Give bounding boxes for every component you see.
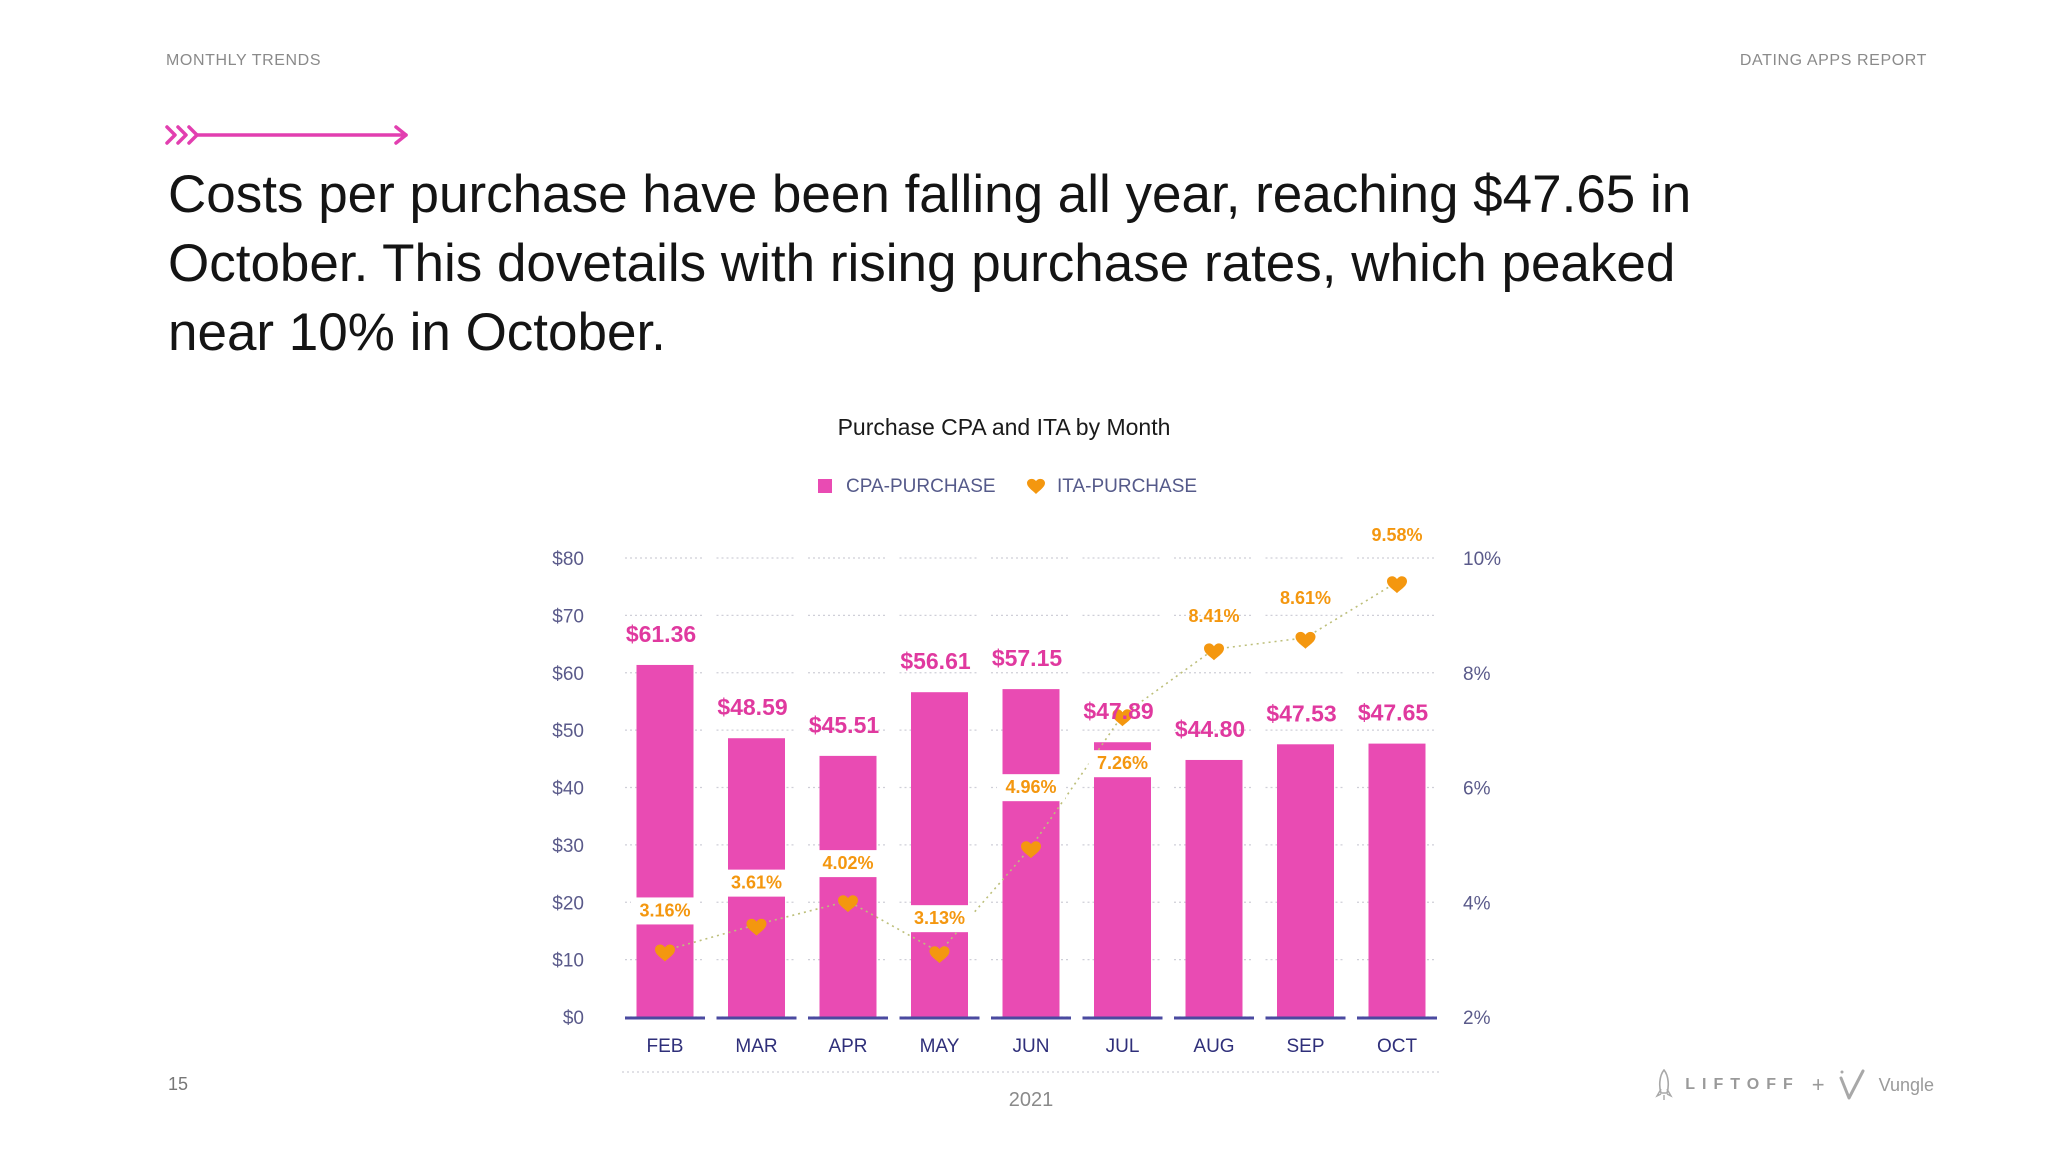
y-left-tick-label: $80 <box>552 549 584 570</box>
ita-label-box <box>814 850 882 878</box>
bar-cpa <box>1277 744 1334 1017</box>
ita-value-label: 9.58% <box>1371 525 1422 545</box>
x-axis-title: 2021 <box>1009 1089 1054 1111</box>
bar-value-label: $61.36 <box>626 621 696 647</box>
logo-liftoff: LIFTOFF <box>1685 1076 1800 1093</box>
ita-point-heart <box>1387 576 1407 594</box>
x-category-label: APR <box>828 1036 867 1057</box>
ita-value-label: 3.61% <box>731 873 782 893</box>
y-left-tick-label: $50 <box>552 721 584 742</box>
x-category-label: MAR <box>735 1036 777 1057</box>
x-category-label: JUN <box>1013 1036 1050 1057</box>
y-right-tick-label: 4% <box>1463 893 1491 914</box>
ita-point-heart <box>838 895 858 913</box>
ita-point-heart <box>929 946 950 964</box>
y-left-tick-label: $20 <box>552 893 584 914</box>
ita-value-label: 7.26% <box>1097 753 1148 773</box>
ita-value-label: 3.13% <box>914 908 965 928</box>
legend-swatch-cpa <box>818 479 832 493</box>
ita-value-label: 3.16% <box>639 900 690 920</box>
logo-plus: + <box>1811 1072 1825 1097</box>
y-right-tick-label: 8% <box>1463 664 1491 685</box>
bar-cpa <box>636 664 694 1017</box>
bar-value-label: $56.61 <box>900 648 971 674</box>
bar-value-label: $47.65 <box>1358 700 1429 726</box>
chart-title: Purchase CPA and ITA by Month <box>838 414 1171 440</box>
ita-point-heart <box>1021 841 1041 859</box>
ita-value-label: 8.41% <box>1188 606 1239 626</box>
y-left-tick-label: $60 <box>552 664 584 685</box>
ita-point-heart <box>1112 709 1133 727</box>
ita-value-label: 8.61% <box>1280 588 1331 608</box>
legend-heart-icon <box>1027 478 1045 494</box>
bar-value-label: $45.51 <box>809 712 880 738</box>
report-title: DATING APPS REPORT <box>1739 52 1927 69</box>
bar-cpa <box>819 755 877 1017</box>
ita-label-box <box>631 897 699 925</box>
bar-cpa <box>1094 742 1151 1017</box>
y-left-tick-label: $30 <box>552 836 584 857</box>
ita-point-heart <box>1204 643 1224 661</box>
bar-cpa <box>911 692 968 1017</box>
bar-value-label: $57.15 <box>992 645 1063 671</box>
y-left-tick-label: $40 <box>552 779 584 800</box>
x-category-label: JUL <box>1106 1036 1140 1057</box>
ita-label-box <box>905 905 974 933</box>
x-category-label: OCT <box>1377 1036 1418 1057</box>
ita-label-box <box>722 869 791 897</box>
x-category-label: MAY <box>920 1036 960 1057</box>
x-category-label: FEB <box>647 1036 684 1057</box>
ita-label-box <box>997 774 1065 802</box>
vungle-mark-icon <box>1839 1069 1865 1100</box>
triple-chevron-arrow-icon <box>165 125 408 145</box>
liftoff-vungle-logo: LIFTOFF + Vungle <box>1655 1068 1934 1102</box>
bar-value-label: $48.59 <box>717 694 787 720</box>
bar-value-label: $47.89 <box>1083 698 1153 724</box>
x-category-label: SEP <box>1286 1036 1324 1057</box>
y-right-tick-label: 2% <box>1463 1008 1491 1029</box>
x-category-label: AUG <box>1193 1036 1234 1057</box>
y-left-tick-label: $10 <box>552 951 584 972</box>
bar-value-label: $44.80 <box>1175 716 1245 742</box>
y-left-tick-label: $0 <box>563 1008 584 1029</box>
ita-point-heart <box>1295 631 1316 649</box>
ita-value-label: 4.02% <box>822 853 873 873</box>
legend-label-cpa: CPA-PURCHASE <box>846 476 996 497</box>
ita-label-box <box>1088 750 1157 778</box>
bar-cpa <box>1185 759 1243 1017</box>
section-label: MONTHLY TRENDS <box>166 52 322 69</box>
bar-value-label: $47.53 <box>1266 700 1336 726</box>
logo-vungle: Vungle <box>1878 1074 1934 1095</box>
ita-point-heart <box>746 918 767 936</box>
headline: Costs per purchase have been falling all… <box>168 165 1692 362</box>
y-right-tick-label: 6% <box>1463 779 1491 800</box>
ita-value-label: 4.96% <box>1005 777 1056 797</box>
ita-point-heart <box>655 944 675 962</box>
rocket-icon <box>1655 1069 1674 1100</box>
bar-cpa <box>1368 743 1426 1017</box>
y-right-tick-label: 10% <box>1463 549 1501 570</box>
legend-label-ita: ITA-PURCHASE <box>1057 476 1197 497</box>
y-left-tick-label: $70 <box>552 606 584 627</box>
page-number: 15 <box>168 1074 189 1094</box>
